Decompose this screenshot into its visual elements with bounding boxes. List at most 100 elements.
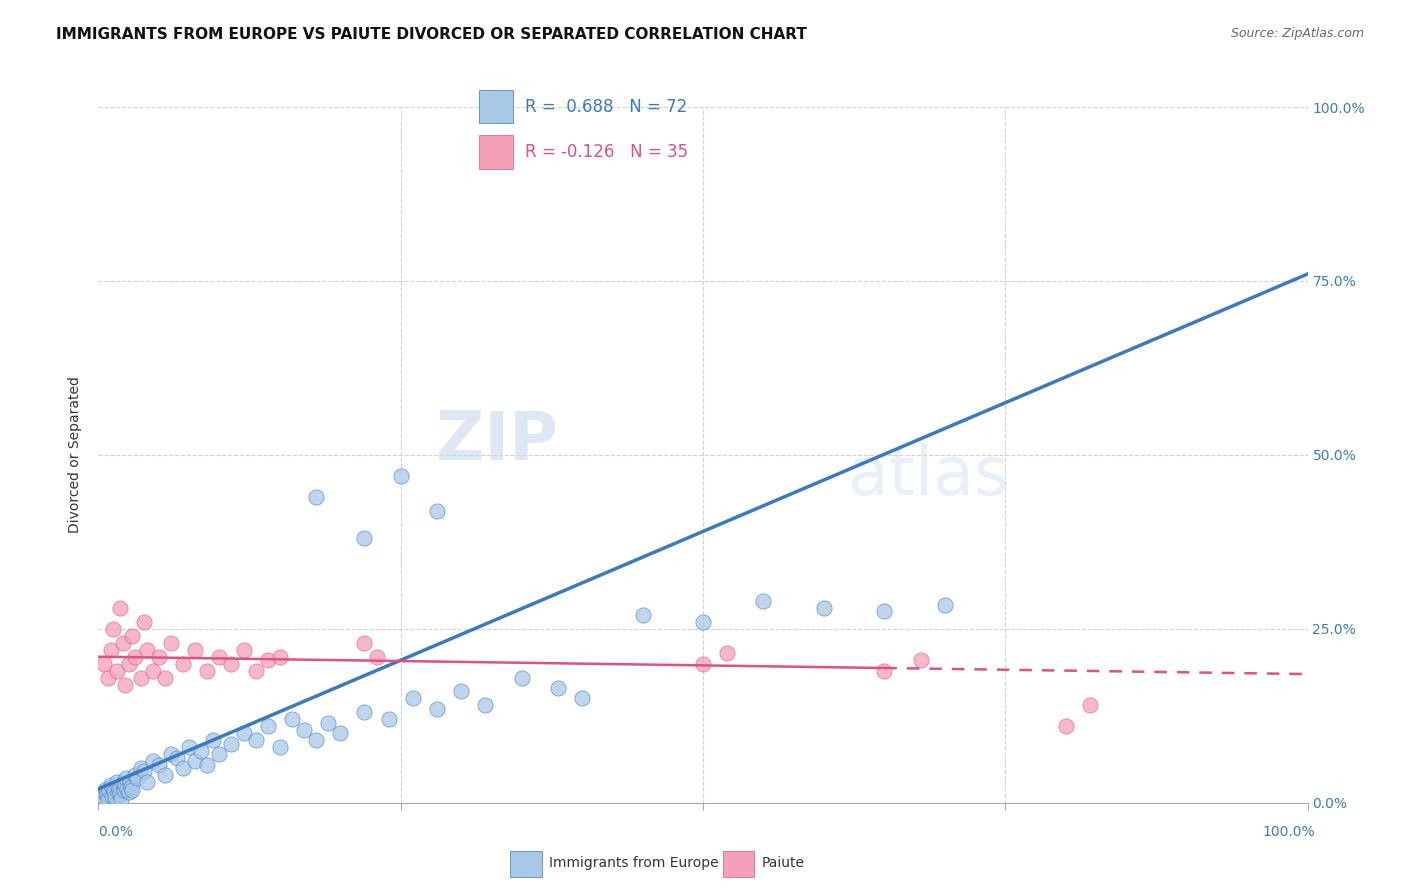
FancyBboxPatch shape xyxy=(510,851,541,877)
Point xyxy=(96,788,118,802)
Text: ZIP: ZIP xyxy=(436,408,558,474)
Point xyxy=(1054,719,1077,733)
Point xyxy=(305,490,328,504)
Point xyxy=(256,653,278,667)
Point xyxy=(135,642,157,657)
FancyBboxPatch shape xyxy=(479,136,513,169)
Point xyxy=(160,747,183,761)
Point xyxy=(692,615,714,629)
Point xyxy=(118,657,141,671)
Point xyxy=(402,691,425,706)
Point xyxy=(547,681,569,695)
Point xyxy=(353,532,375,546)
Point xyxy=(245,664,267,678)
Point xyxy=(353,706,375,720)
Point xyxy=(118,785,141,799)
Point xyxy=(208,649,231,664)
Point xyxy=(184,754,207,768)
Point xyxy=(91,790,114,805)
Point xyxy=(93,785,115,799)
Point xyxy=(377,712,399,726)
Point xyxy=(134,764,156,779)
Point xyxy=(692,657,714,671)
Point xyxy=(389,468,412,483)
Point xyxy=(100,789,122,803)
Point xyxy=(94,781,117,796)
Text: IMMIGRANTS FROM EUROPE VS PAIUTE DIVORCED OR SEPARATED CORRELATION CHART: IMMIGRANTS FROM EUROPE VS PAIUTE DIVORCE… xyxy=(56,27,807,42)
Point xyxy=(195,664,218,678)
Point xyxy=(873,664,896,678)
Point xyxy=(97,671,120,685)
Text: R = -0.126   N = 35: R = -0.126 N = 35 xyxy=(524,143,688,161)
Point xyxy=(105,664,128,678)
Point xyxy=(142,664,165,678)
Point xyxy=(329,726,352,740)
Point xyxy=(115,772,138,786)
Point xyxy=(245,733,267,747)
Point xyxy=(256,719,278,733)
Point xyxy=(366,649,388,664)
Point xyxy=(172,657,194,671)
Point xyxy=(716,646,738,660)
Point xyxy=(121,783,143,797)
Point xyxy=(195,757,218,772)
Point xyxy=(166,750,188,764)
Point xyxy=(221,657,243,671)
Point xyxy=(121,629,143,643)
Point xyxy=(232,642,254,657)
Point xyxy=(103,785,125,799)
Point xyxy=(813,601,835,615)
Point xyxy=(281,712,304,726)
Text: R =  0.688   N = 72: R = 0.688 N = 72 xyxy=(524,98,688,116)
Point xyxy=(98,783,121,797)
Point xyxy=(114,677,136,691)
Point xyxy=(108,601,131,615)
Point xyxy=(124,768,146,782)
Point xyxy=(474,698,496,713)
Point xyxy=(91,789,114,803)
Point xyxy=(134,615,156,629)
Point xyxy=(426,503,449,517)
Point xyxy=(153,671,176,685)
Point xyxy=(142,754,165,768)
Point xyxy=(179,740,201,755)
Point xyxy=(117,781,139,796)
Point xyxy=(111,636,134,650)
Point xyxy=(221,737,243,751)
Point xyxy=(127,772,149,786)
Point xyxy=(160,636,183,650)
Point xyxy=(153,768,176,782)
Text: 100.0%: 100.0% xyxy=(1263,825,1315,839)
Text: 0.0%: 0.0% xyxy=(98,825,134,839)
Point xyxy=(148,649,170,664)
Point xyxy=(934,598,956,612)
Point xyxy=(108,781,131,796)
Point xyxy=(269,649,291,664)
Point xyxy=(148,757,170,772)
Point xyxy=(269,740,291,755)
Point xyxy=(232,726,254,740)
Point xyxy=(426,702,449,716)
Point xyxy=(114,778,136,792)
Point xyxy=(129,761,152,775)
Text: atlas: atlas xyxy=(848,442,1010,508)
Text: Paiute: Paiute xyxy=(762,856,806,870)
Point xyxy=(110,792,132,806)
Point xyxy=(571,691,593,706)
Point xyxy=(631,607,654,622)
FancyBboxPatch shape xyxy=(479,90,513,123)
Point xyxy=(202,733,225,747)
Point xyxy=(100,778,122,792)
Point xyxy=(129,671,152,685)
Point xyxy=(107,785,129,799)
Text: Source: ZipAtlas.com: Source: ZipAtlas.com xyxy=(1230,27,1364,40)
Point xyxy=(111,776,134,790)
Point xyxy=(120,780,142,795)
Point xyxy=(190,744,212,758)
Point xyxy=(118,775,141,789)
Point xyxy=(910,653,932,667)
Point xyxy=(873,605,896,619)
Point xyxy=(105,775,128,789)
Point xyxy=(510,671,533,685)
Point xyxy=(184,642,207,657)
